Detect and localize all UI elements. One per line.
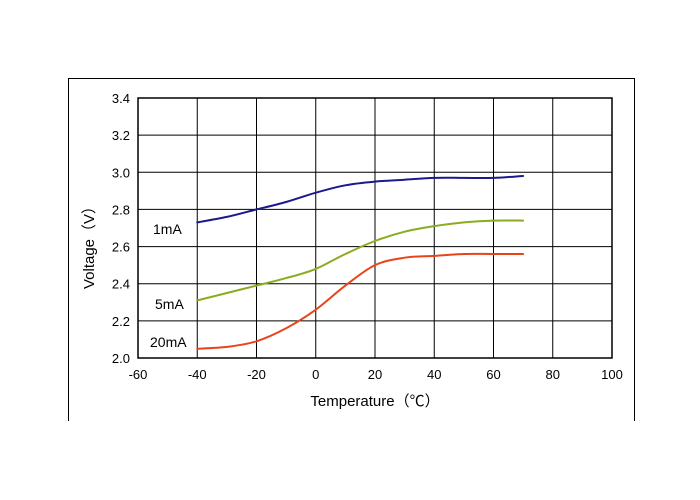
x-axis-label: Temperature（℃） bbox=[310, 393, 439, 410]
plot-area-border bbox=[137, 97, 613, 359]
y-axis-ticks: 2.0 2.2 2.4 2.6 2.8 3.0 3.2 3.4 bbox=[112, 91, 130, 366]
y-tick-label: 3.4 bbox=[112, 91, 130, 106]
y-tick-label: 2.4 bbox=[112, 277, 130, 292]
y-tick-label: 2.8 bbox=[112, 202, 130, 217]
x-tick-label: 20 bbox=[368, 367, 382, 382]
x-tick-label: -60 bbox=[129, 367, 148, 382]
series-line-20ma bbox=[196, 252, 525, 350]
y-tick-label: 2.2 bbox=[112, 314, 130, 329]
series-label-1ma: 1mA bbox=[153, 221, 182, 237]
chart-frame bbox=[68, 78, 635, 421]
y-axis-label: Voltage（V） bbox=[81, 199, 98, 289]
y-tick-label: 3.0 bbox=[112, 165, 130, 180]
grid bbox=[138, 98, 612, 358]
x-tick-label: 80 bbox=[546, 367, 560, 382]
y-tick-label: 3.2 bbox=[112, 128, 130, 143]
series-label-5ma: 5mA bbox=[155, 296, 184, 312]
series-label-20ma: 20mA bbox=[150, 334, 187, 350]
y-tick-label: 2.6 bbox=[112, 240, 130, 255]
y-tick-label: 2.0 bbox=[112, 351, 130, 366]
series-line-5ma bbox=[196, 219, 525, 302]
x-tick-label: 100 bbox=[601, 367, 623, 382]
x-tick-label: 0 bbox=[312, 367, 319, 382]
x-tick-label: -40 bbox=[188, 367, 207, 382]
series-lines bbox=[196, 175, 525, 350]
x-tick-label: 40 bbox=[427, 367, 441, 382]
series-line-1ma bbox=[196, 175, 525, 224]
x-axis-ticks: -60 -40 -20 0 20 40 60 80 100 bbox=[129, 367, 623, 382]
x-tick-label: -20 bbox=[247, 367, 266, 382]
x-tick-label: 60 bbox=[486, 367, 500, 382]
